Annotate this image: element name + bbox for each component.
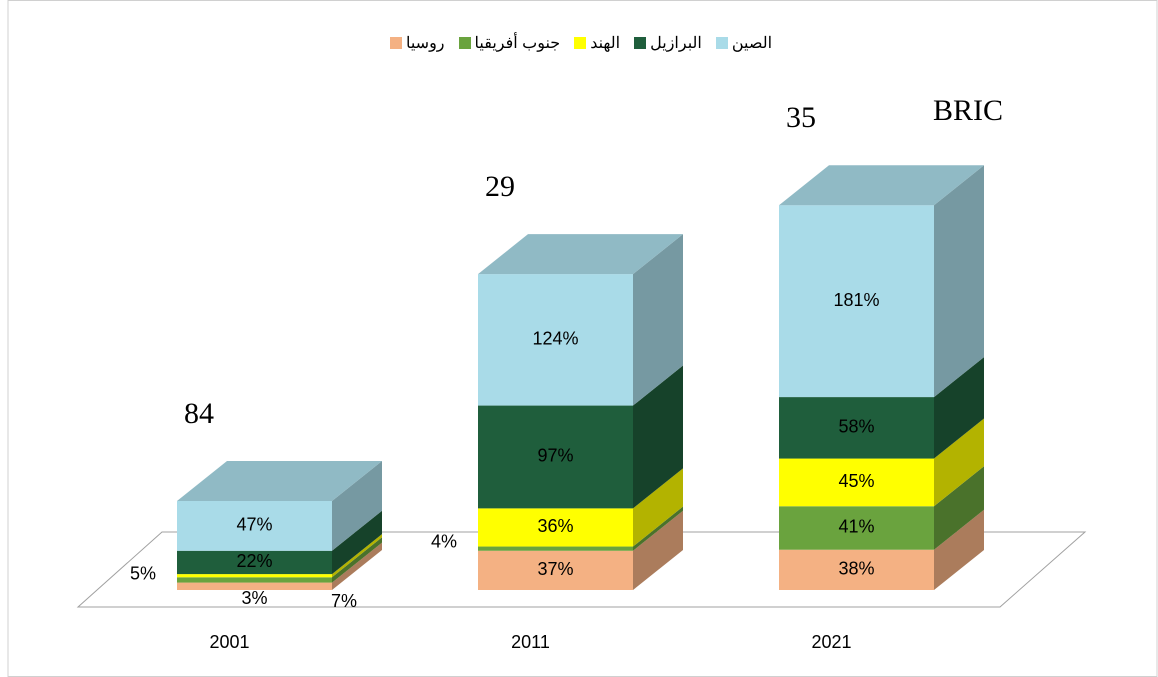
legend: الصين البرازيل الهند جنوب أفريقيا روسيا bbox=[0, 33, 1158, 53]
bar-segment bbox=[779, 397, 934, 459]
bar-segment bbox=[779, 458, 934, 507]
value-label: 7% bbox=[331, 591, 357, 611]
bar-segment bbox=[478, 550, 633, 590]
bar-top bbox=[478, 234, 683, 275]
bar-top bbox=[779, 165, 984, 206]
value-label: 58% bbox=[838, 417, 874, 437]
floor bbox=[76, 531, 1087, 608]
bar-side bbox=[934, 466, 984, 550]
legend-item: روسيا bbox=[386, 33, 445, 53]
legend-swatch bbox=[634, 37, 647, 49]
bar-side bbox=[934, 509, 984, 590]
top-label: 84 bbox=[184, 397, 214, 430]
bar-segment bbox=[779, 506, 934, 550]
bar-side bbox=[934, 418, 984, 507]
bar-side bbox=[332, 534, 382, 578]
value-label: 47% bbox=[236, 515, 272, 535]
value-label: 45% bbox=[838, 471, 874, 491]
bar-side bbox=[332, 537, 382, 583]
legend-swatch bbox=[574, 37, 587, 49]
legend-item: البرازيل bbox=[630, 33, 702, 53]
x-tick-label: 2021 bbox=[811, 632, 851, 652]
bar-segment bbox=[177, 582, 332, 590]
bar-side bbox=[633, 365, 683, 509]
value-label: 4% bbox=[431, 532, 457, 552]
legend-swatch bbox=[389, 37, 402, 49]
value-label: 97% bbox=[537, 446, 573, 466]
x-tick-label: 2011 bbox=[511, 632, 550, 652]
bar-side bbox=[934, 357, 984, 459]
bar-segment bbox=[177, 574, 332, 578]
bar-side bbox=[633, 234, 683, 406]
value-label: 5% bbox=[130, 563, 156, 583]
bar-segment bbox=[779, 205, 934, 398]
legend-label: الهند bbox=[590, 35, 621, 52]
legend-item: جنوب أفريقيا bbox=[455, 33, 561, 53]
legend-item: الهند bbox=[570, 33, 620, 53]
top-label: 35 bbox=[786, 101, 816, 134]
value-label: 41% bbox=[838, 517, 874, 537]
bar-side bbox=[332, 542, 382, 590]
bar-top bbox=[177, 460, 382, 501]
value-label: 36% bbox=[537, 516, 573, 536]
bar-side bbox=[633, 510, 683, 590]
bar-side bbox=[633, 506, 683, 551]
value-label: 181% bbox=[833, 290, 879, 310]
legend-label: روسيا bbox=[405, 35, 445, 52]
value-label: 38% bbox=[838, 559, 874, 579]
bar-segment bbox=[478, 546, 633, 551]
legend-swatch bbox=[715, 37, 728, 49]
bar-side bbox=[332, 460, 382, 551]
bar-side bbox=[332, 510, 382, 575]
legend-label: البرازيل bbox=[650, 35, 702, 52]
bar-segment bbox=[478, 405, 633, 509]
value-label: 124% bbox=[532, 329, 578, 349]
annotation: BRIC bbox=[933, 94, 1003, 127]
legend-swatch bbox=[458, 37, 471, 49]
bar-segment bbox=[177, 550, 332, 575]
bar-segment bbox=[478, 274, 633, 406]
value-label: 37% bbox=[537, 559, 573, 579]
bar-segment bbox=[177, 577, 332, 583]
value-label: 3% bbox=[241, 588, 267, 608]
top-label: 29 bbox=[485, 170, 515, 203]
value-label: 22% bbox=[236, 551, 272, 571]
bar-side bbox=[934, 165, 984, 398]
legend-item: الصين bbox=[712, 33, 772, 53]
x-tick-label: 2001 bbox=[209, 632, 249, 652]
legend-label: الصين bbox=[731, 35, 773, 52]
legend-label: جنوب أفريقيا bbox=[474, 35, 561, 52]
bar-segment bbox=[779, 549, 934, 590]
bar-segment bbox=[177, 500, 332, 551]
bar-segment bbox=[478, 508, 633, 547]
bar-side bbox=[633, 468, 683, 547]
